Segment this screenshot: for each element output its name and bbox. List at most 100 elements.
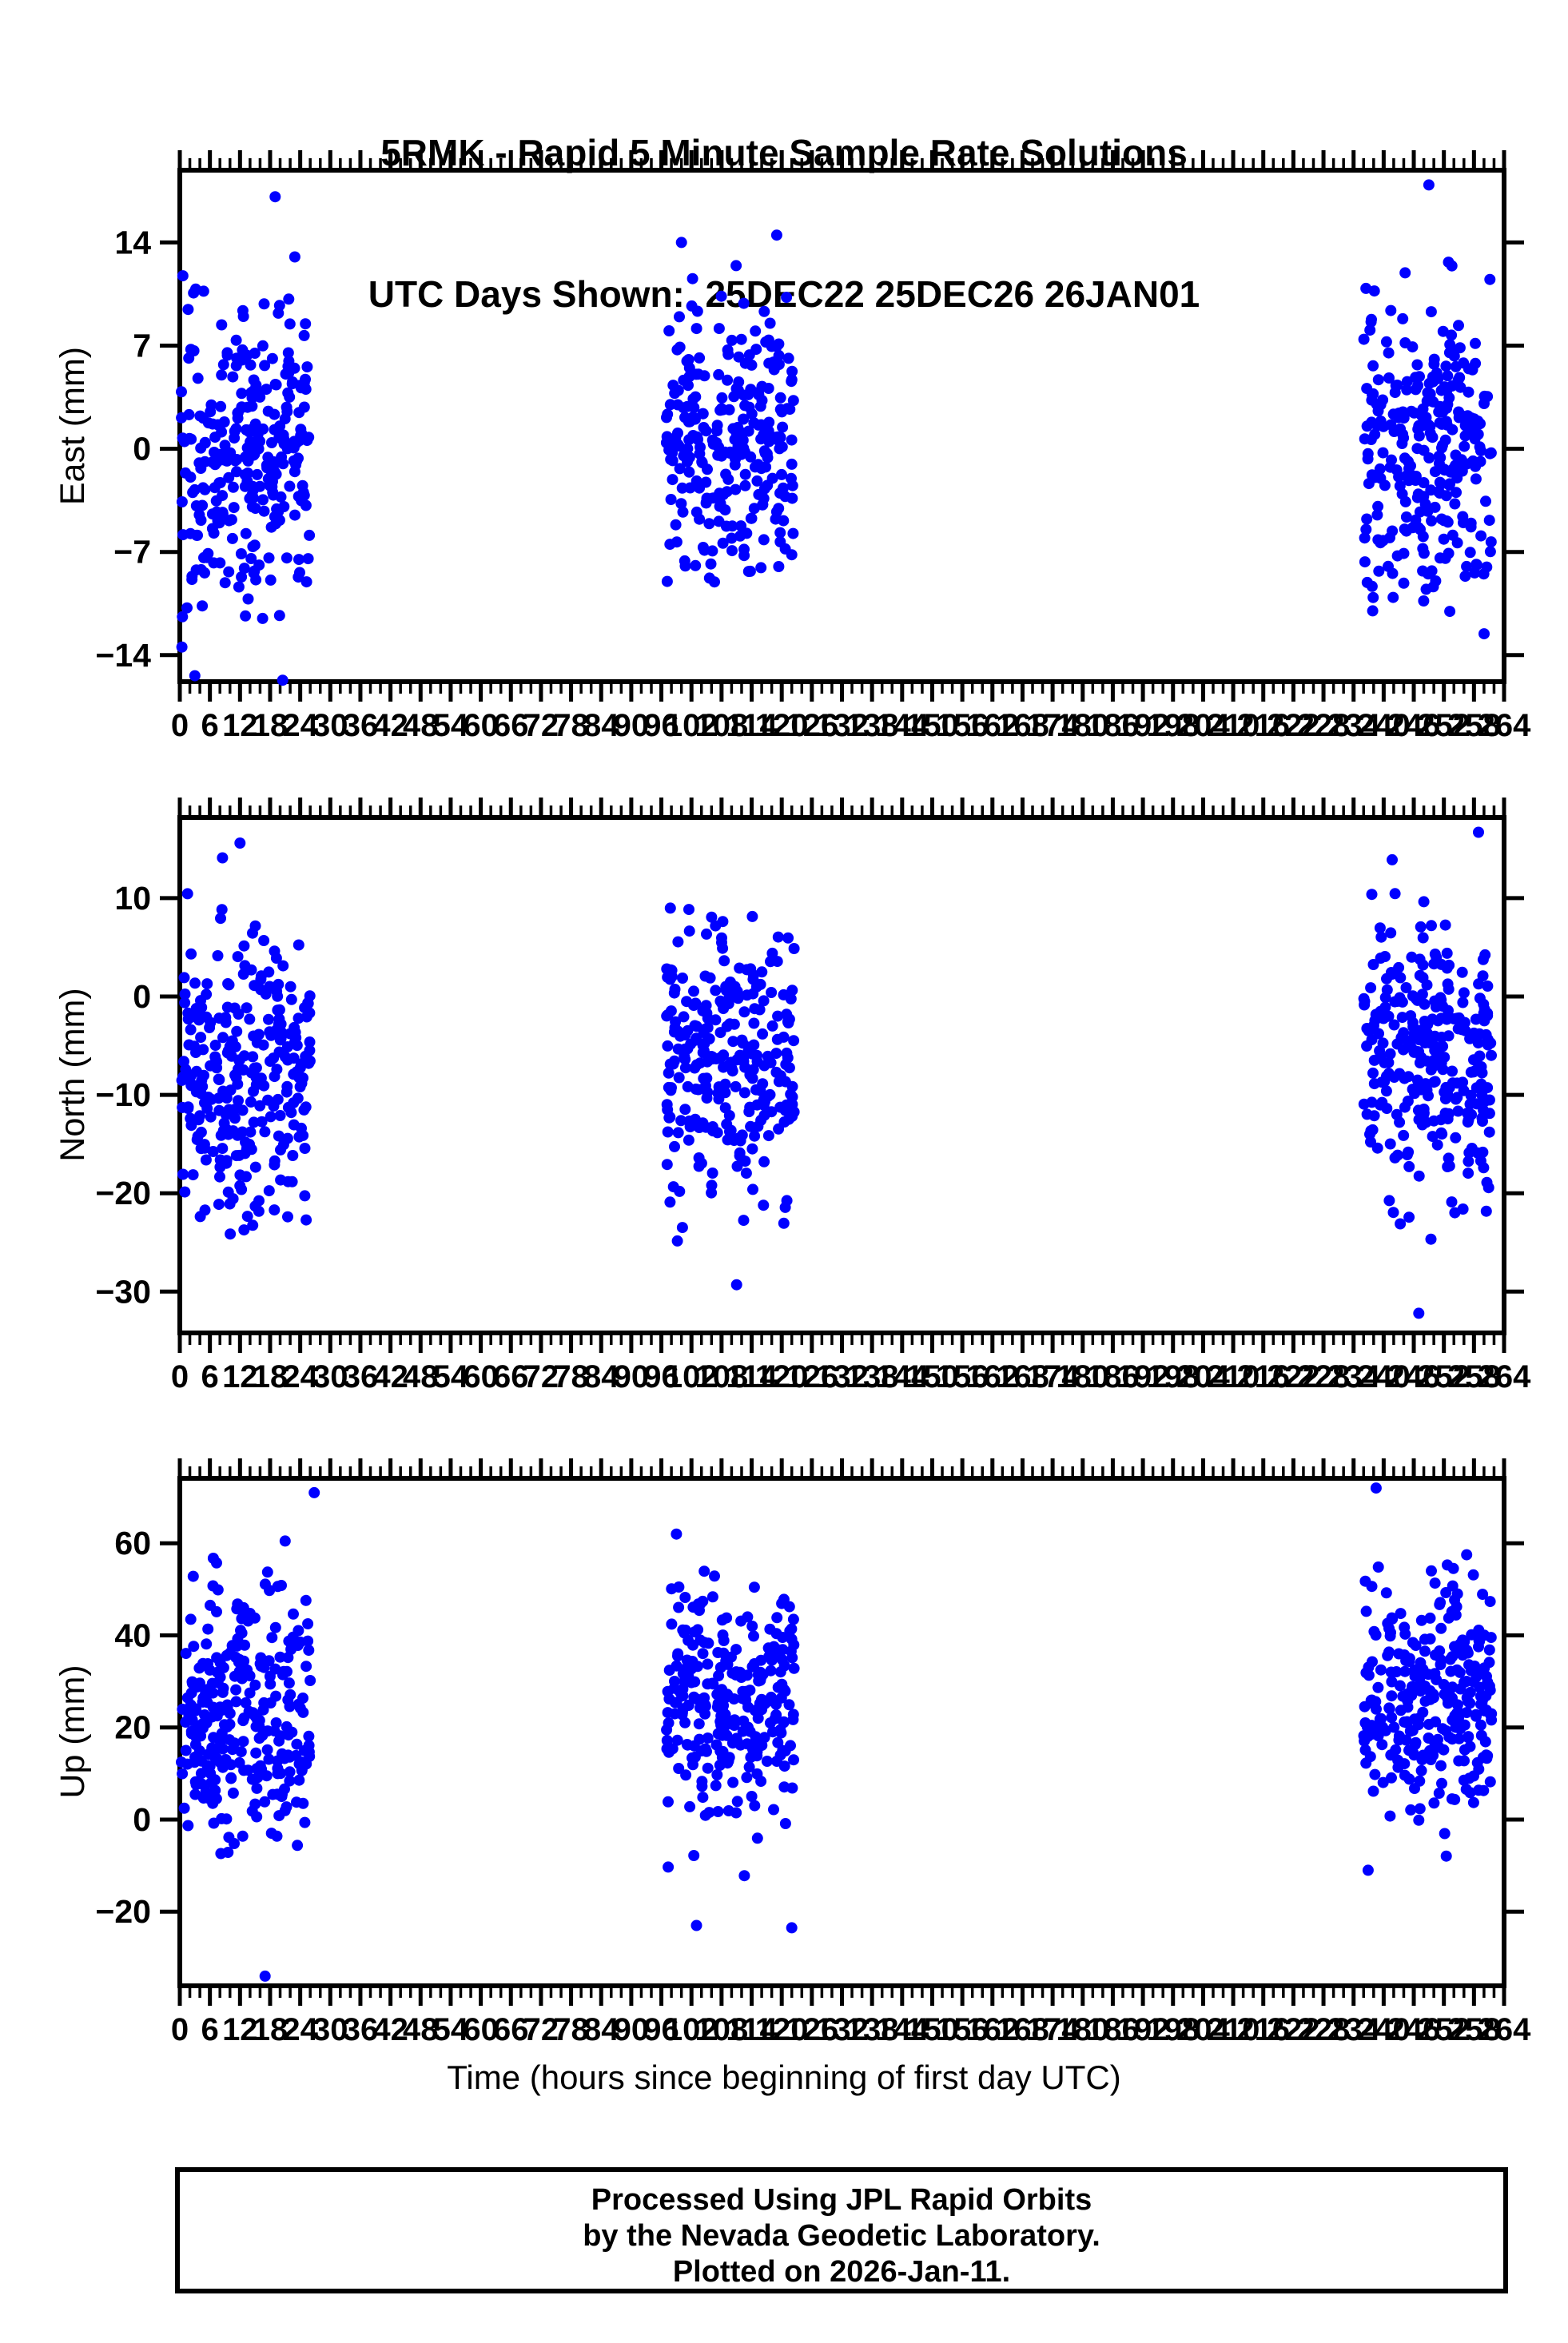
scatter-point: [217, 1032, 229, 1044]
x-tick-label: 84: [583, 1359, 619, 1394]
scatter-point: [1450, 1132, 1462, 1144]
scatter-point: [231, 1640, 243, 1652]
scatter-point: [281, 1801, 293, 1813]
scatter-point: [731, 1160, 743, 1172]
scatter-point: [200, 1785, 212, 1797]
scatter-point: [726, 1737, 738, 1749]
x-tick-label: 192: [1116, 2012, 1170, 2047]
scatter-point: [1372, 1681, 1384, 1693]
scatter-point: [287, 1150, 299, 1161]
scatter-point: [304, 990, 316, 1002]
scatter-point: [286, 1726, 298, 1738]
x-tick-label: 30: [312, 2012, 348, 2047]
scatter-point: [713, 1093, 725, 1105]
scatter-point: [196, 1001, 208, 1013]
scatter-point: [738, 413, 750, 425]
scatter-point: [697, 542, 709, 553]
scatter-point: [1398, 412, 1410, 424]
scatter-point: [211, 1752, 223, 1764]
x-tick-label: 198: [1146, 2012, 1200, 2047]
scatter-point: [1482, 981, 1494, 992]
scatter-point: [726, 334, 738, 346]
scatter-point: [1411, 1074, 1423, 1086]
x-tick-label: 204: [1176, 708, 1230, 743]
scatter-point: [185, 1613, 197, 1625]
scatter-point: [221, 1001, 233, 1013]
scatter-point: [1435, 1597, 1447, 1609]
scatter-point: [1383, 560, 1394, 572]
scatter-outlier-point: [308, 1486, 320, 1498]
scatter-outlier-point: [1426, 1565, 1437, 1577]
scatter-point: [1473, 1784, 1485, 1796]
scatter-point: [1419, 498, 1431, 510]
scatter-point: [1474, 1719, 1486, 1731]
scatter-point: [277, 1139, 289, 1151]
scatter-point: [224, 1708, 236, 1720]
scatter-point: [1418, 595, 1430, 607]
scatter-point: [766, 947, 778, 959]
scatter-point: [1440, 1587, 1452, 1598]
plot-frame: [177, 168, 1506, 684]
scatter-point: [773, 338, 785, 350]
scatter-point: [778, 1217, 790, 1229]
scatter-point: [177, 1168, 189, 1180]
scatter-point: [1374, 463, 1386, 475]
scatter-point: [251, 1763, 263, 1775]
y-tick-label: 7: [133, 327, 151, 364]
scatter-point: [1365, 982, 1377, 994]
scatter-point: [771, 1033, 783, 1045]
scatter-point: [696, 1776, 708, 1788]
scatter-point: [1365, 434, 1377, 445]
x-tick-label: 108: [694, 1359, 748, 1394]
x-tick-label: 42: [372, 1359, 408, 1394]
scatter-point: [717, 916, 729, 928]
scatter-point: [716, 932, 727, 944]
scatter-point: [758, 1156, 770, 1168]
scatter-point: [259, 1796, 271, 1808]
scatter-point: [1450, 360, 1462, 372]
scatter-point: [714, 1686, 726, 1697]
scatter-point: [1386, 1690, 1398, 1702]
scatter-point: [242, 1764, 254, 1776]
x-tick-label: 120: [755, 708, 809, 743]
scatter-point: [227, 1787, 239, 1799]
scatter-point: [673, 1601, 685, 1613]
scatter-point: [304, 1751, 316, 1762]
scatter-point: [212, 950, 224, 961]
scatter-point: [1459, 420, 1471, 432]
x-tick-label: 180: [1056, 708, 1109, 743]
scatter-point: [1466, 1629, 1478, 1641]
scatter-point: [195, 515, 207, 526]
scatter-point: [216, 1728, 228, 1740]
x-tick-label: 144: [875, 2012, 929, 2047]
scatter-point: [1428, 1115, 1440, 1127]
x-tick-label: 0: [171, 1359, 189, 1394]
x-tick-label: 102: [665, 1359, 718, 1394]
scatter-point: [299, 1190, 311, 1202]
scatter-point: [710, 985, 722, 996]
scatter-point: [1399, 495, 1411, 507]
scatter-point: [1442, 399, 1454, 411]
scatter-point: [672, 936, 684, 948]
x-tick-label: 90: [614, 708, 650, 743]
scatter-point: [207, 1580, 219, 1592]
scatter-point: [1433, 1788, 1445, 1799]
scatter-point: [177, 529, 189, 541]
scatter-point: [1457, 1203, 1469, 1215]
scatter-point: [284, 391, 296, 403]
scatter-point: [1407, 1637, 1419, 1649]
x-tick-label: 126: [785, 1359, 838, 1394]
plot-frame: [177, 815, 1506, 1335]
x-tick-label: 162: [965, 708, 1019, 743]
scatter-point: [281, 1086, 293, 1098]
scatter-point: [1400, 525, 1412, 537]
scatter-point: [662, 1040, 674, 1052]
scatter-point: [257, 494, 269, 506]
scatter-point: [1383, 1195, 1395, 1207]
scatter-point: [748, 1581, 760, 1593]
scatter-point: [1443, 1030, 1455, 1042]
scatter-point: [253, 1714, 265, 1726]
scatter-point: [1368, 1110, 1380, 1122]
scatter-point: [701, 1092, 713, 1104]
scatter-point: [249, 503, 261, 515]
